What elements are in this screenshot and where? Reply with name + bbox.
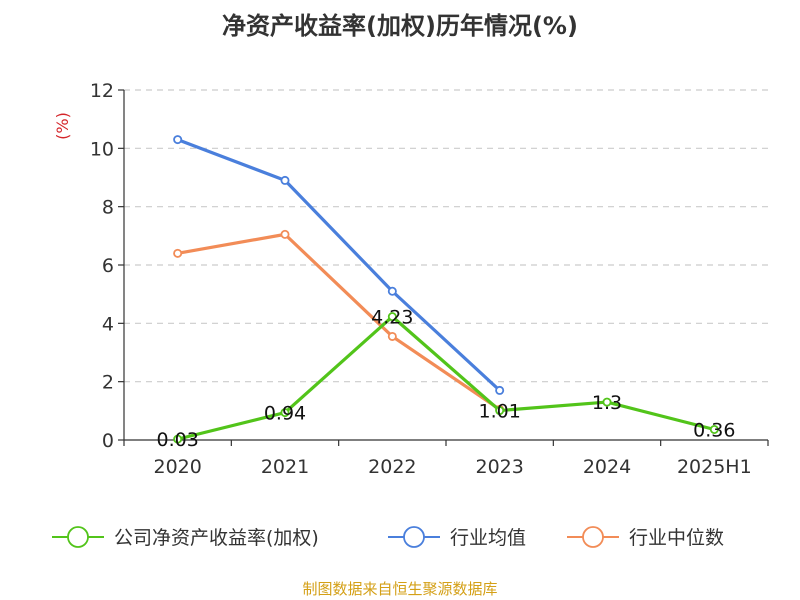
axes: 0 2 4 6 8 10 12 2020 2021 2022 2023 2024 2025H1 xyxy=(90,80,769,478)
legend: 公司净资产收益率(加权) 行业均值 行业中位数 xyxy=(52,526,724,549)
series-line xyxy=(176,232,502,411)
data-point xyxy=(173,248,183,258)
data-point xyxy=(387,331,397,341)
y-tick-label: 0 xyxy=(102,430,114,452)
legend-item: 公司净资产收益率(加权) xyxy=(52,526,319,549)
data-label: 0.94 xyxy=(264,403,306,425)
y-tick-label: 12 xyxy=(90,80,114,102)
x-tick-label: 2023 xyxy=(475,456,523,478)
legend-marker xyxy=(403,526,425,548)
legend-marker xyxy=(67,526,89,548)
data-point xyxy=(280,229,290,239)
data-point xyxy=(495,406,505,416)
y-tick-label: 8 xyxy=(102,197,114,219)
data-label: 1.3 xyxy=(592,392,622,414)
data-point xyxy=(173,135,183,145)
y-axis-label: (%) xyxy=(53,112,72,140)
data-point xyxy=(709,424,719,434)
y-tick-label: 6 xyxy=(102,255,114,277)
data-label: 4.23 xyxy=(371,307,413,329)
legend-item: 行业均值 xyxy=(388,526,526,549)
data-point xyxy=(387,286,397,296)
data-point xyxy=(280,408,290,418)
series-group xyxy=(173,229,505,414)
series-group xyxy=(173,312,719,444)
legend-label: 行业均值 xyxy=(450,527,526,549)
legend-item: 行业中位数 xyxy=(567,526,724,549)
data-point xyxy=(173,434,183,444)
data-label: 0.36 xyxy=(693,420,735,442)
data-point xyxy=(495,385,505,395)
data-point xyxy=(387,312,397,322)
data-label: 0.03 xyxy=(157,429,199,451)
data-point xyxy=(602,397,612,407)
data-label: 1.01 xyxy=(479,401,521,423)
chart-title: 净资产收益率(加权)历年情况(%) xyxy=(222,12,578,40)
y-tick-label: 2 xyxy=(102,372,114,394)
series-line xyxy=(176,137,502,393)
x-tick-label: 2021 xyxy=(261,456,309,478)
legend-label: 公司净资产收益率(加权) xyxy=(114,527,319,549)
series-group xyxy=(173,135,505,395)
x-tick-label: 2020 xyxy=(153,456,201,478)
x-tick-label: 2025H1 xyxy=(677,456,752,478)
legend-marker xyxy=(582,526,604,548)
legend-label: 行业中位数 xyxy=(629,527,724,549)
data-point xyxy=(280,175,290,185)
series-lines xyxy=(173,135,719,444)
y-tick-label: 4 xyxy=(102,313,114,335)
x-tick-label: 2024 xyxy=(583,456,631,478)
grid-lines xyxy=(124,89,768,383)
y-tick-label: 10 xyxy=(90,138,114,160)
source-note: 制图数据来自恒生聚源数据库 xyxy=(302,580,497,598)
x-tick-label: 2022 xyxy=(368,456,416,478)
series-line xyxy=(176,315,716,441)
data-labels: 0.03 0.94 4.23 1.01 1.3 0.36 xyxy=(157,307,736,452)
